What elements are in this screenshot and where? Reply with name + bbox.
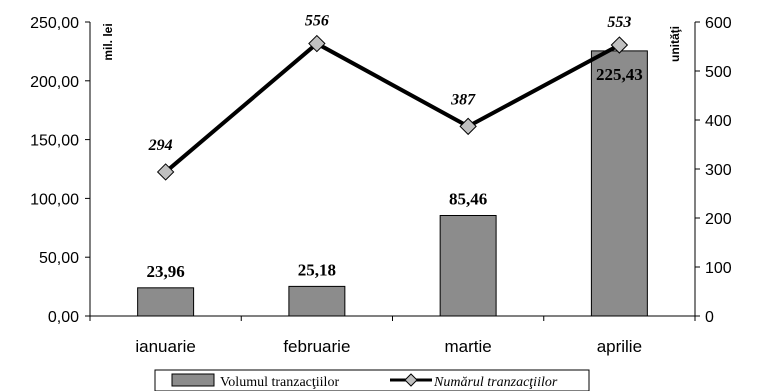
y-left-tick-label: 100,00 [30,191,79,208]
legend-line-marker [404,373,418,387]
y-right-tick-label: 500 [705,64,732,81]
x-tick-label: martie [445,337,492,356]
y-left-tick-label: 150,00 [30,133,79,150]
x-tick-label: aprilie [597,337,642,356]
line-marker-martie [459,117,477,136]
line-value-label: 553 [607,14,631,31]
y-right-tick-label: 400 [705,113,732,130]
line-labels: 294 556 387 553 [148,13,632,154]
line-series [156,34,629,181]
y-right-tick-label: 0 [705,309,714,326]
line-value-label: 387 [450,91,476,108]
y-left-tick-label: 200,00 [30,74,79,91]
line-value-label: 556 [305,13,329,30]
y-left-axis-title: mil. lei [101,23,115,60]
y-right-tick-label: 100 [705,260,732,277]
bar-martie [439,214,497,317]
line-marker-februarie [308,34,326,53]
bar-aprilie [590,50,648,317]
bar-series [137,50,648,317]
legend-line-label: Numărul tranzacţiilor [433,375,558,390]
x-tick-label: ianuarie [135,337,196,356]
axes: 0,00 50,00 100,00 150,00 200,00 250,00 0 100 200… [30,15,732,356]
line-marker-ianuarie [156,163,175,181]
legend-bar-label: Volumul tranzacţiilor [220,375,339,390]
bar-februarie [288,285,346,317]
y-right-tick-label: 300 [705,162,732,179]
y-right-tick-label: 600 [705,15,732,32]
legend-frame [154,369,590,391]
y-left-tick-label: 0,00 [48,309,79,326]
y-left-tick-label: 50,00 [39,250,79,267]
bar-ianuarie [137,287,195,317]
bar-value-label: 23,96 [147,262,185,281]
bar-value-label: 25,18 [298,260,336,279]
bar-value-label: 85,46 [449,189,487,208]
y-right-tick-label: 200 [705,211,732,228]
x-tick-label: februarie [283,337,350,356]
line-path [164,41,621,174]
line-value-label: 294 [148,137,173,154]
y-right-axis-title: unităţi [668,26,682,62]
legend-bar-swatch [171,373,215,387]
bar-value-label: 225,43 [596,65,643,84]
y-left-tick-label: 250,00 [30,15,79,32]
legend: Volumul tranzacţiilor Numărul tranzacţii… [154,369,590,391]
line-marker-aprilie [610,36,629,54]
bar-labels: 23,96 25,18 85,46 225,43 [147,65,643,281]
